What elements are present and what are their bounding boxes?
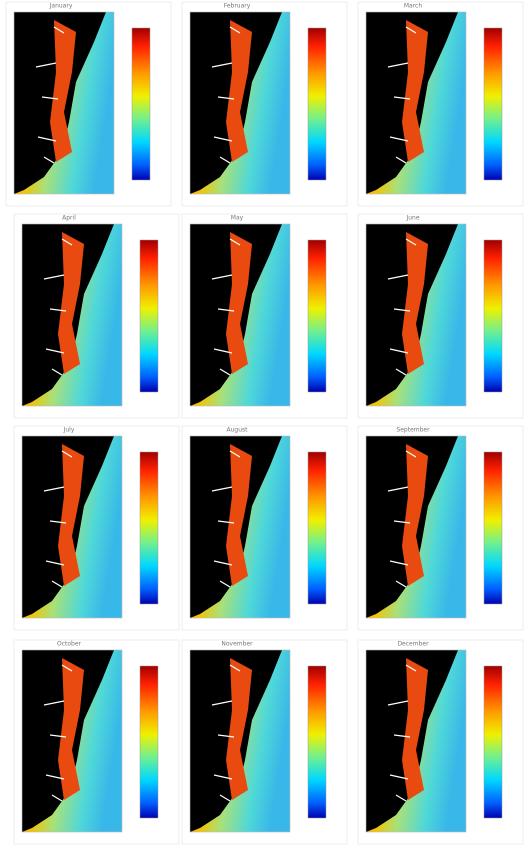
panel-title: August	[227, 427, 249, 434]
bay	[402, 444, 428, 586]
tributaries	[211, 664, 241, 802]
bay	[226, 658, 252, 800]
colorbar	[483, 239, 503, 393]
colorbar	[131, 27, 151, 181]
panel-frame	[181, 425, 348, 631]
map-panel: July	[13, 425, 180, 631]
panel-frame	[357, 1, 524, 207]
map-panel: August	[181, 425, 348, 631]
map-frame	[189, 223, 291, 407]
bay	[226, 232, 252, 374]
bay	[58, 658, 84, 800]
map-panel: June	[357, 213, 524, 419]
colorbar	[307, 451, 327, 605]
tributaries	[387, 26, 417, 164]
colorbar	[483, 451, 503, 605]
colorbar	[139, 665, 159, 819]
bay	[402, 658, 428, 800]
tributaries	[211, 238, 241, 376]
map-frame	[365, 11, 467, 195]
colorbar	[139, 239, 159, 393]
panel-frame	[357, 639, 524, 845]
panel-frame	[13, 425, 180, 631]
panel-frame	[181, 1, 348, 207]
panel-title: July	[63, 427, 75, 434]
panel-title: May	[231, 215, 244, 222]
panel-title: April	[62, 215, 76, 222]
map-panel: January	[5, 1, 172, 207]
tributaries	[387, 450, 417, 588]
panel-title: October	[57, 641, 82, 648]
panel-title: December	[397, 641, 429, 648]
bay	[226, 444, 252, 586]
panel-title: January	[49, 3, 73, 10]
tributaries	[43, 664, 73, 802]
map-panel: February	[181, 1, 348, 207]
map-frame	[13, 11, 115, 195]
map-panel: October	[13, 639, 180, 845]
panel-frame	[181, 213, 348, 419]
panel-title: November	[221, 641, 253, 648]
colorbar	[307, 27, 327, 181]
panel-frame	[357, 213, 524, 419]
map-frame	[365, 649, 467, 833]
map-panel: December	[357, 639, 524, 845]
map-panel: April	[13, 213, 180, 419]
bay	[402, 232, 428, 374]
map-panel: May	[181, 213, 348, 419]
panel-frame	[357, 425, 524, 631]
map-frame	[189, 11, 291, 195]
map-frame	[21, 223, 123, 407]
panel-frame	[5, 1, 172, 207]
tributaries	[35, 26, 65, 164]
tributaries	[43, 450, 73, 588]
map-panel: March	[357, 1, 524, 207]
tributaries	[211, 450, 241, 588]
colorbar	[483, 665, 503, 819]
bay	[58, 232, 84, 374]
panel-title: March	[404, 3, 422, 10]
panel-frame	[181, 639, 348, 845]
bay	[58, 444, 84, 586]
map-frame	[21, 649, 123, 833]
colorbar	[307, 665, 327, 819]
panel-title: September	[396, 427, 430, 434]
tributaries	[387, 664, 417, 802]
colorbar	[139, 451, 159, 605]
bay	[50, 20, 76, 162]
map-frame	[365, 435, 467, 619]
panel-title: June	[405, 215, 419, 222]
tributaries	[43, 238, 73, 376]
bay	[402, 20, 428, 162]
tributaries	[387, 238, 417, 376]
map-frame	[189, 649, 291, 833]
map-frame	[189, 435, 291, 619]
panel-frame	[13, 213, 180, 419]
map-frame	[365, 223, 467, 407]
map-panel: September	[357, 425, 524, 631]
panel-frame	[13, 639, 180, 845]
colorbar	[307, 239, 327, 393]
panel-title: February	[224, 3, 251, 10]
colorbar	[483, 27, 503, 181]
map-frame	[21, 435, 123, 619]
tributaries	[211, 26, 241, 164]
bay	[226, 20, 252, 162]
map-panel: November	[181, 639, 348, 845]
